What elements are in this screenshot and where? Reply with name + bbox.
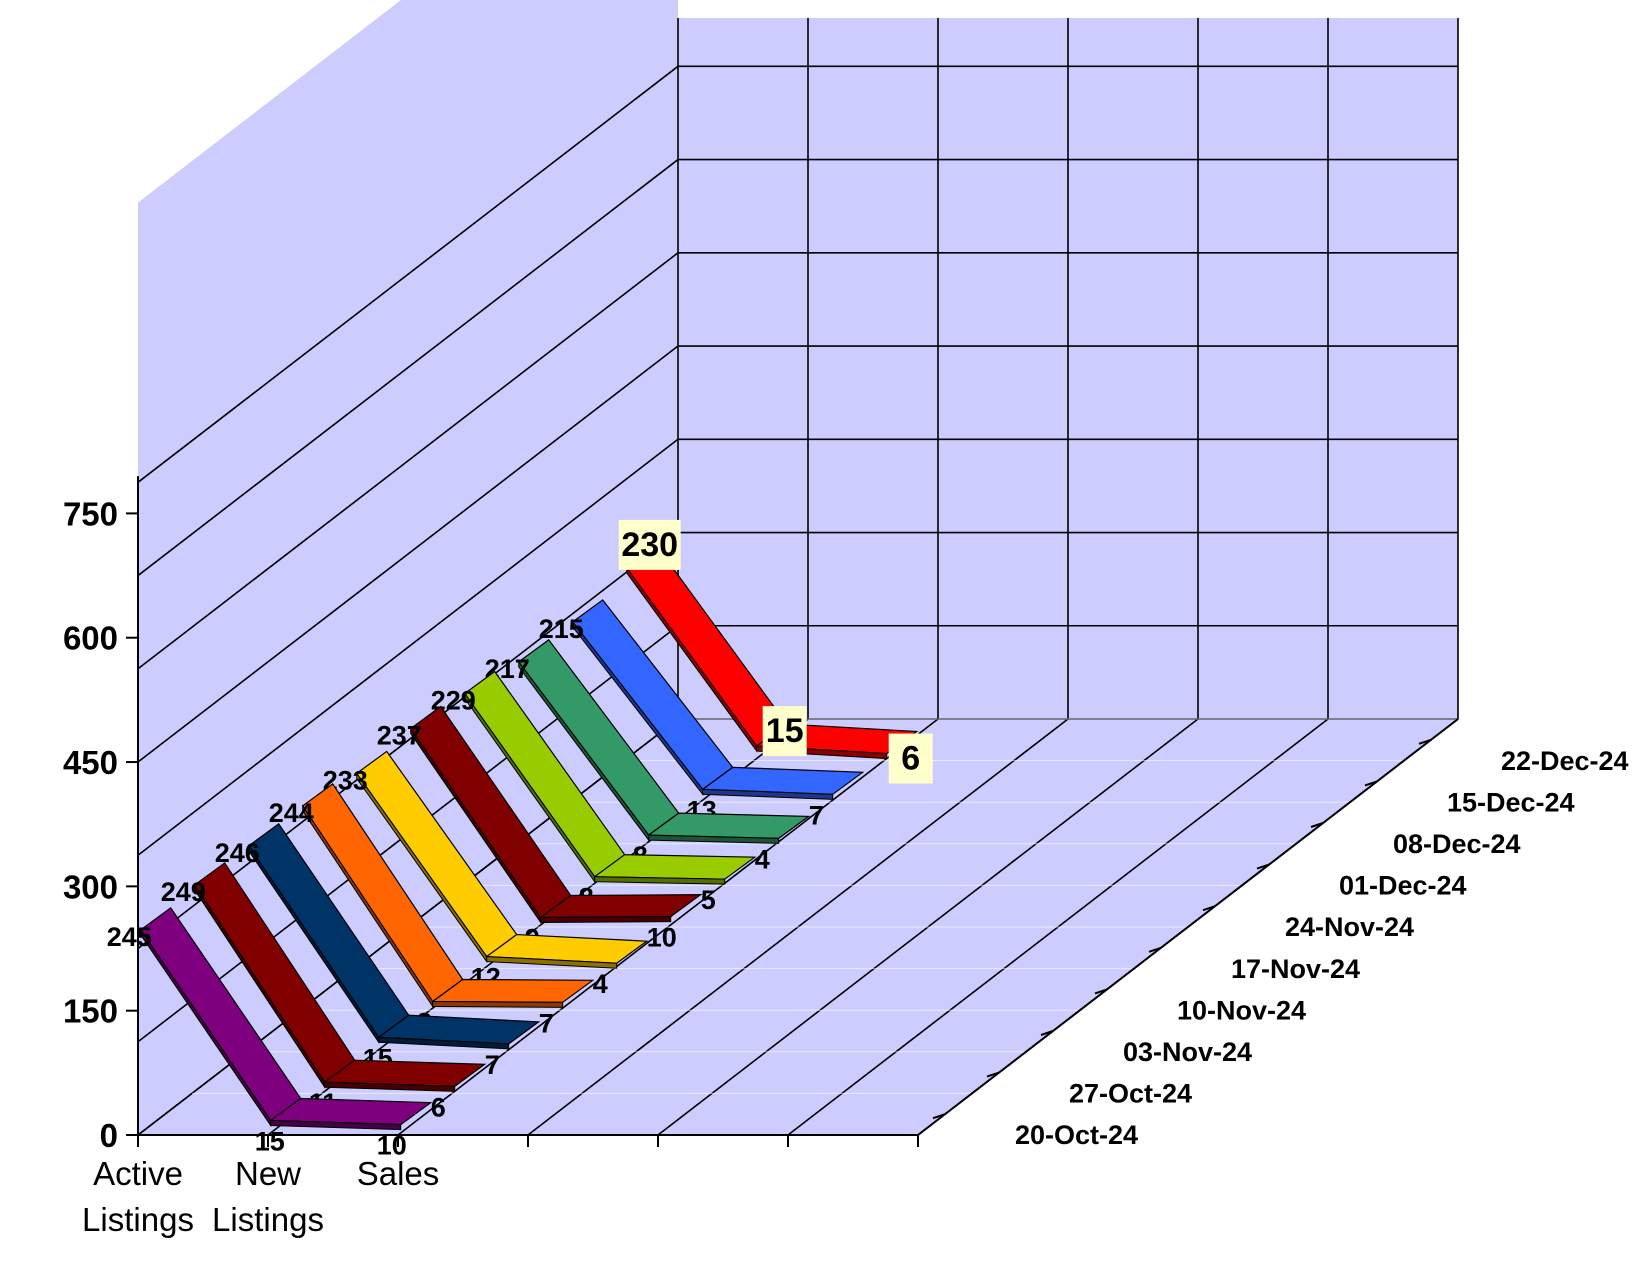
z-tick-label: 22-Dec-24 — [1501, 746, 1629, 776]
gridline-side — [137, 345, 679, 763]
z-tick-label: 01-Dec-24 — [1339, 871, 1467, 901]
gridline-side — [137, 438, 679, 856]
data-label: 4 — [593, 969, 608, 999]
ribbon-edge — [594, 876, 726, 885]
z-tick-mark — [1256, 863, 1270, 870]
y-tick-label: 750 — [63, 495, 118, 532]
ribbon-segment — [592, 854, 757, 880]
series-ribbon: 230 15 6 — [618, 519, 933, 784]
z-tick-label: 10-Nov-24 — [1177, 995, 1306, 1025]
ribbon-edge — [486, 956, 618, 969]
ribbon-segment — [646, 812, 811, 840]
data-label: 215 — [539, 614, 584, 644]
z-tick-mark — [932, 1113, 946, 1120]
z-tick-label: 17-Nov-24 — [1231, 954, 1360, 984]
data-label-box — [888, 733, 933, 784]
z-tick-label: 15-Dec-24 — [1447, 787, 1575, 817]
y-tick-label: 600 — [63, 620, 118, 657]
data-label: 4 — [755, 844, 770, 874]
data-label: 246 — [215, 838, 260, 868]
data-label-box — [618, 519, 681, 570]
data-label: 7 — [485, 1050, 500, 1080]
data-label: 249 — [161, 877, 206, 907]
z-tick-mark — [1310, 822, 1324, 828]
z-tick-label: 20-Oct-24 — [1015, 1120, 1138, 1150]
ribbon-edge — [540, 916, 672, 923]
ribbon-edge — [702, 788, 834, 800]
z-tick-label: 24-Nov-24 — [1285, 912, 1414, 942]
x-category-label: Active Listings — [82, 1155, 194, 1238]
data-label: 5 — [701, 885, 716, 915]
z-tick-mark — [986, 1071, 1000, 1078]
x-category-label: New Listings — [212, 1155, 324, 1238]
gridline-side — [137, 158, 679, 577]
data-label: 7 — [809, 800, 824, 830]
ribbon-edge — [432, 1000, 564, 1008]
gridline-side — [137, 252, 679, 670]
x-category-label-line: Listings — [212, 1201, 324, 1238]
x-category-label-line: New — [235, 1155, 301, 1192]
data-label: 237 — [377, 720, 422, 750]
data-label: 10 — [377, 1131, 407, 1161]
y-tick-label: 300 — [63, 868, 118, 905]
data-label: 230 — [621, 526, 678, 564]
series-ribbon: 249116 — [161, 862, 487, 1122]
z-tick-mark — [1148, 946, 1162, 953]
x-category-label: Sales — [357, 1155, 440, 1192]
x-category-label-line: Active — [93, 1155, 183, 1192]
series-ribbons: 2301562151372178422985237910233124244872… — [107, 519, 933, 1161]
data-label: 6 — [901, 740, 920, 778]
data-label: 15 — [255, 1126, 285, 1156]
gridline-side — [137, 65, 679, 483]
y-tick-label: 450 — [63, 744, 118, 781]
ribbon-edge — [378, 1036, 510, 1050]
z-tick-label: 27-Oct-24 — [1069, 1079, 1192, 1109]
z-tick-label: 03-Nov-24 — [1123, 1037, 1252, 1067]
data-label: 10 — [647, 923, 677, 953]
z-axis-line — [917, 718, 1459, 1136]
data-label-box — [762, 706, 807, 757]
z-tick-mark — [1364, 780, 1378, 787]
z-tick-mark — [1202, 905, 1216, 912]
series-ribbon: 24487 — [269, 783, 595, 1038]
x-category-label-line: Listings — [82, 1201, 194, 1238]
z-tick-mark — [1040, 1030, 1054, 1036]
series-ribbon: 245 15 10 — [107, 907, 433, 1161]
y-tick-label: 150 — [63, 993, 118, 1030]
z-tick-mark — [1094, 988, 1108, 995]
data-label: 7 — [539, 1008, 554, 1038]
ribbon-edge — [324, 1081, 456, 1092]
z-tick-mark — [1418, 738, 1432, 745]
data-label: 6 — [431, 1092, 446, 1122]
series-ribbon: 237910 — [377, 705, 703, 953]
data-label: 15 — [766, 712, 804, 750]
axes: 0 150 300 450 600 750 Active Listings New Listing… — [63, 476, 1629, 1238]
y-tick-label: 0 — [100, 1117, 118, 1154]
data-label: 244 — [269, 798, 314, 828]
x-category-label-line: Sales — [357, 1155, 440, 1192]
data-label: 245 — [107, 922, 152, 952]
ribbon-segment — [268, 1097, 433, 1126]
ribbon-segment — [322, 1059, 487, 1087]
ribbon-edge — [270, 1119, 402, 1131]
ribbon-edge — [648, 834, 780, 844]
z-tick-label: 08-Dec-24 — [1393, 829, 1521, 859]
